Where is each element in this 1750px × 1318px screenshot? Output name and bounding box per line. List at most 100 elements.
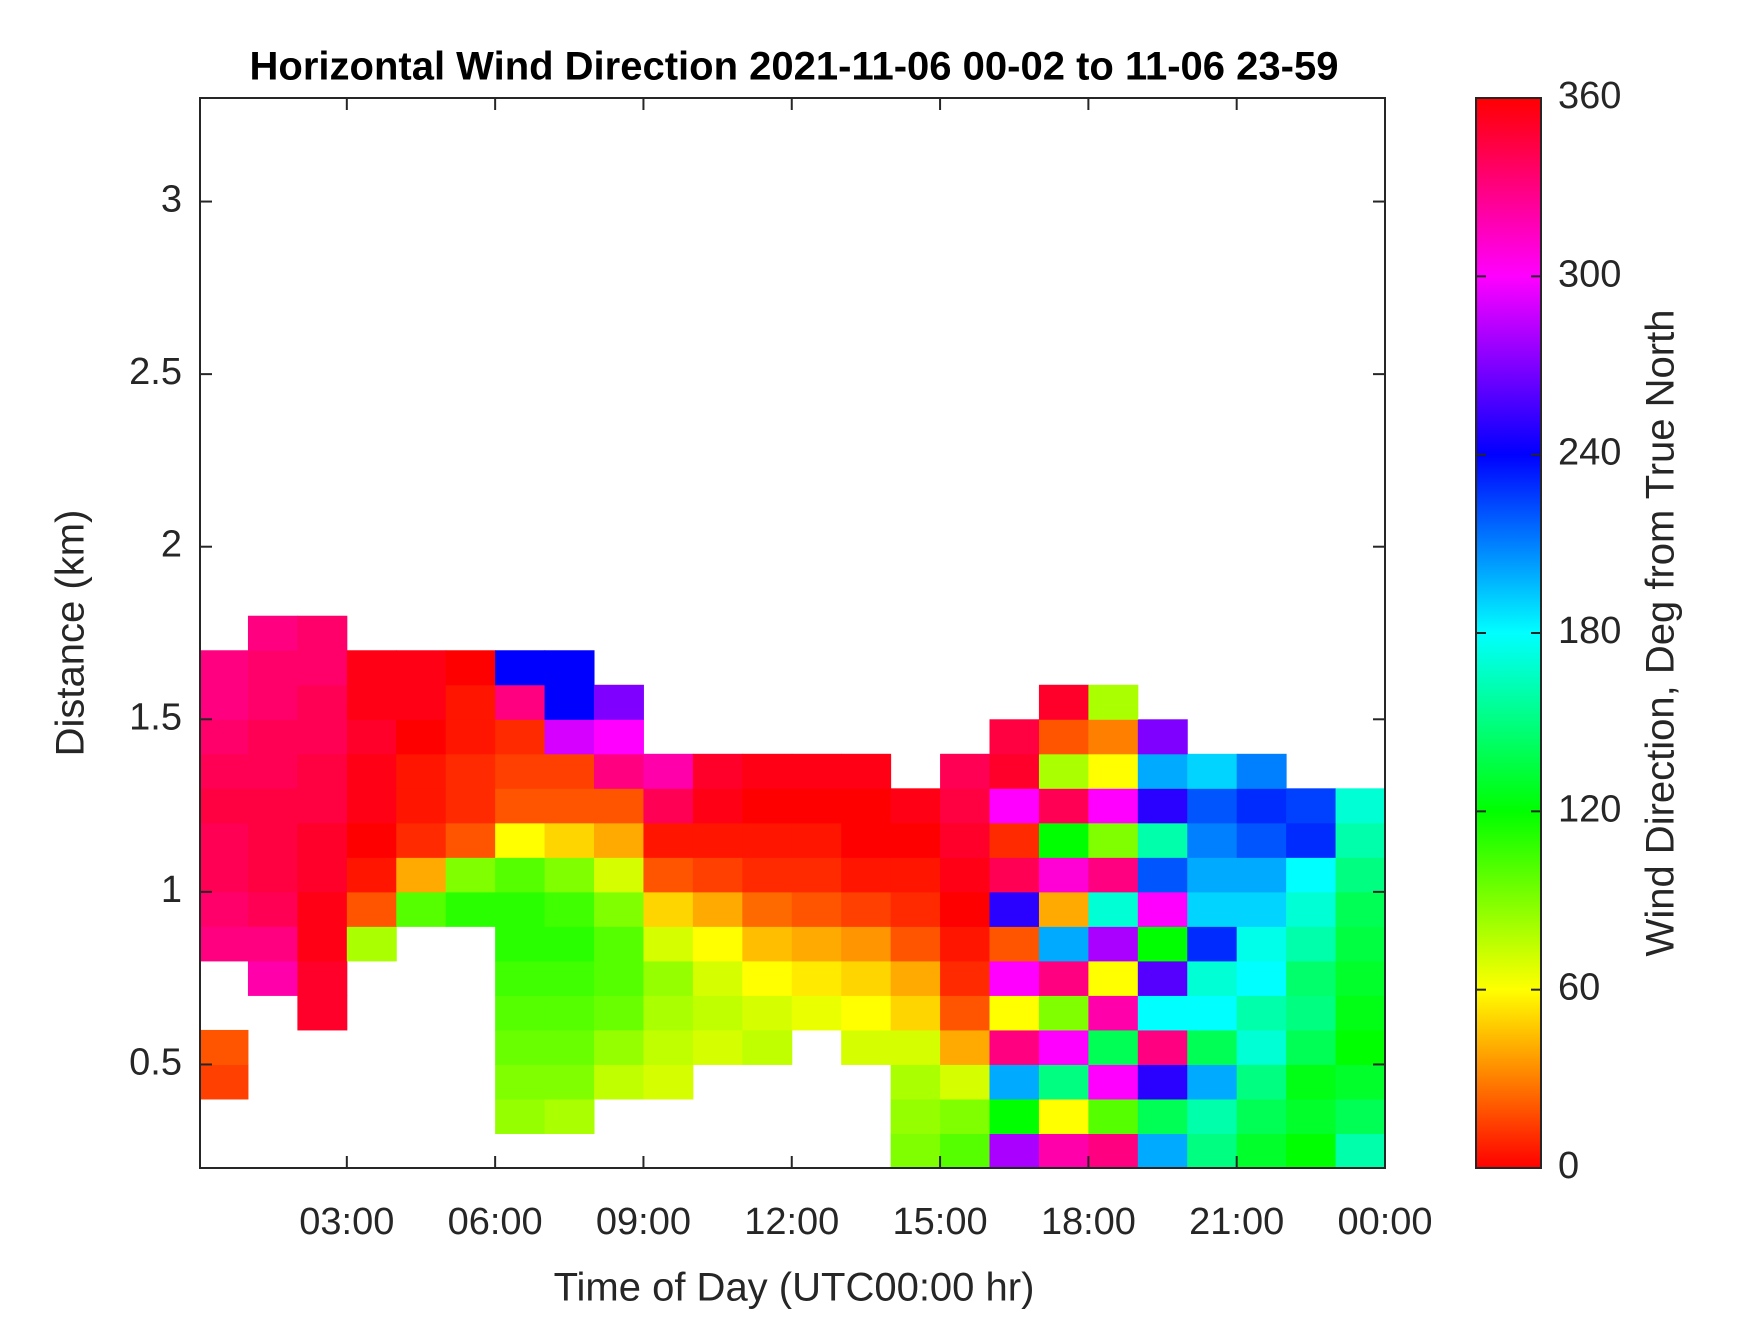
heatmap-cell (1088, 995, 1139, 1031)
heatmap-cell (1088, 1029, 1139, 1065)
heatmap-cell (1335, 926, 1385, 962)
heatmap-cell (940, 788, 991, 824)
colorbar-tick-label: 360 (1558, 75, 1621, 117)
heatmap-cell (445, 891, 496, 927)
heatmap-cell (297, 719, 348, 755)
x-tick-label: 03:00 (299, 1201, 394, 1243)
colorbar-label: Wind Direction, Deg from True North (1639, 310, 1683, 957)
heatmap-cell (742, 1029, 793, 1065)
heatmap-cell (791, 960, 842, 996)
heatmap-cell (1137, 1133, 1188, 1168)
x-tick-label: 06:00 (448, 1201, 543, 1243)
heatmap-cell (1088, 788, 1139, 824)
heatmap-cell (1187, 1133, 1238, 1168)
heatmap-cell (495, 1064, 546, 1100)
heatmap-cell (1088, 857, 1139, 893)
heatmap-cell (200, 788, 249, 824)
y-tick-label: 1.5 (129, 696, 182, 738)
heatmap-cell (445, 719, 496, 755)
heatmap-cell (445, 822, 496, 858)
heatmap-cell (1236, 1098, 1287, 1134)
heatmap-cell (643, 960, 694, 996)
heatmap-cell (1137, 857, 1188, 893)
heatmap-cell (692, 857, 743, 893)
heatmap-cell (1187, 926, 1238, 962)
heatmap-cell (1038, 857, 1089, 893)
heatmap-cell (594, 995, 644, 1031)
heatmap-cell (1088, 1064, 1139, 1100)
heatmap-cell (594, 719, 644, 755)
heatmap-cell (1335, 891, 1385, 927)
heatmap-cell (495, 719, 546, 755)
heatmap-cell (841, 960, 892, 996)
heatmap-cell (346, 891, 397, 927)
heatmap-cell (247, 615, 298, 651)
heatmap-cell (1038, 822, 1089, 858)
heatmap-cell (791, 788, 842, 824)
heatmap-cell (692, 822, 743, 858)
heatmap-cell (445, 650, 496, 686)
heatmap-cell (544, 1029, 595, 1065)
heatmap-cell (1137, 788, 1188, 824)
y-tick-label: 3 (161, 179, 182, 221)
heatmap-cell (594, 753, 644, 789)
heatmap-cell (1038, 1133, 1089, 1168)
heatmap-cell (940, 822, 991, 858)
heatmap-cell (1286, 1064, 1337, 1100)
heatmap-cell (841, 857, 892, 893)
heatmap-cell (445, 788, 496, 824)
heatmap-cell (594, 684, 644, 720)
heatmap-cell (297, 650, 348, 686)
heatmap-cell (643, 788, 694, 824)
heatmap-cell (1187, 822, 1238, 858)
heatmap-cell (643, 1064, 694, 1100)
heatmap-cell (1088, 1133, 1139, 1168)
heatmap-cell (791, 891, 842, 927)
heatmap-cell (247, 788, 298, 824)
heatmap-cell (890, 1133, 941, 1168)
heatmap-cell (1286, 995, 1337, 1031)
heatmap-cell (495, 822, 546, 858)
heatmap-cell (1335, 1098, 1385, 1134)
heatmap-cell (200, 650, 249, 686)
heatmap-cell (1088, 719, 1139, 755)
heatmap-cell (200, 719, 249, 755)
heatmap-cell (742, 926, 793, 962)
x-axis-label: Time of Day (UTC00:00 hr) (554, 1266, 1035, 1310)
heatmap-cell (495, 857, 546, 893)
heatmap-cell (1187, 788, 1238, 824)
y-tick-label: 2 (161, 524, 182, 566)
heatmap-cell (791, 926, 842, 962)
heatmap-cell (297, 684, 348, 720)
heatmap-cell (297, 753, 348, 789)
heatmap-cell (544, 1098, 595, 1134)
heatmap-cell (495, 891, 546, 927)
heatmap-cell (594, 1029, 644, 1065)
y-tick-label: 1 (161, 869, 182, 911)
heatmap-cell (1038, 926, 1089, 962)
heatmap-cell (544, 857, 595, 893)
heatmap-cell (1187, 1098, 1238, 1134)
heatmap-cell (297, 926, 348, 962)
heatmap-cell (791, 822, 842, 858)
heatmap-cell (643, 891, 694, 927)
heatmap-cell (544, 960, 595, 996)
heatmap-cell (940, 891, 991, 927)
heatmap-cell (1286, 1133, 1337, 1168)
heatmap-cell (890, 822, 941, 858)
heatmap-cell (1088, 753, 1139, 789)
heatmap-cell (346, 857, 397, 893)
x-tick-label: 18:00 (1041, 1201, 1136, 1243)
colorbar-tick-label: 60 (1558, 967, 1600, 1009)
heatmap-cell (841, 788, 892, 824)
heatmap-cell (495, 1098, 546, 1134)
heatmap-cell (1187, 891, 1238, 927)
heatmap-cell (1038, 960, 1089, 996)
heatmap-cell (643, 926, 694, 962)
heatmap-cell (1088, 684, 1139, 720)
heatmap-cell (692, 1029, 743, 1065)
heatmap-cell (890, 857, 941, 893)
heatmap-cell (643, 995, 694, 1031)
heatmap-cell (297, 960, 348, 996)
heatmap-cell (1335, 960, 1385, 996)
